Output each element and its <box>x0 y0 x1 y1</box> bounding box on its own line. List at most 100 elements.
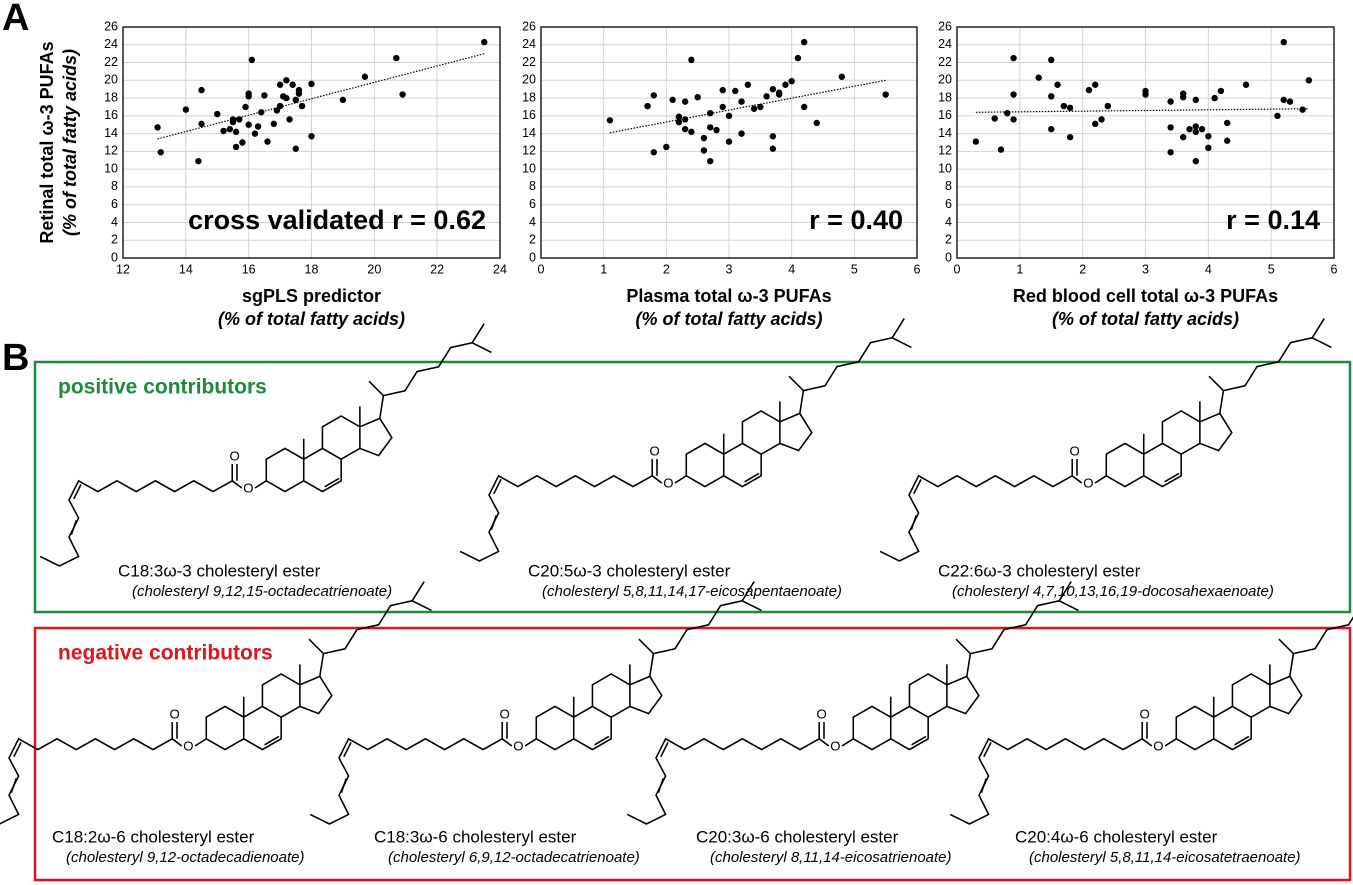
steroid-core <box>171 580 433 751</box>
data-point <box>606 117 614 124</box>
y-tick-label: 2 <box>111 233 118 247</box>
data-point <box>700 134 708 142</box>
data-point <box>882 91 889 98</box>
data-point <box>1205 133 1212 140</box>
data-point <box>270 120 277 128</box>
x-axis-label: sgPLS predictor <box>242 286 381 306</box>
data-point <box>644 102 651 110</box>
atom-label: O <box>1153 739 1163 754</box>
data-point <box>1167 149 1174 156</box>
data-point <box>838 73 845 80</box>
molecule-structure: OO <box>949 580 1353 825</box>
data-point <box>763 93 770 100</box>
fatty-acid-chain <box>309 738 503 825</box>
y-tick-label: 0 <box>945 250 952 264</box>
data-point <box>339 96 347 104</box>
data-point <box>1060 102 1068 110</box>
atom-label: O <box>229 448 239 463</box>
x-tick-label: 20 <box>367 262 381 276</box>
data-point <box>1274 112 1281 120</box>
data-point <box>232 128 240 136</box>
data-point <box>757 103 764 111</box>
data-point <box>1180 93 1187 101</box>
y-tick-label: 24 <box>522 37 536 51</box>
data-point <box>1167 124 1174 131</box>
data-point <box>298 102 306 110</box>
x-axis-label: Plasma total ω-3 PUFAs <box>626 286 831 306</box>
fatty-acid-chain <box>39 480 233 567</box>
data-point <box>195 157 202 165</box>
data-point <box>154 124 161 131</box>
y-tick-label: 6 <box>111 197 118 211</box>
x-tick-label: 2 <box>663 262 670 276</box>
data-point <box>801 103 808 111</box>
data-point <box>1242 81 1250 88</box>
structure-systematic-name: (cholesteryl 5,8,11,14,17-eicosapentaeno… <box>542 583 842 600</box>
structure-name: C18:2ω-6 cholesteryl ester <box>52 827 255 846</box>
data-point <box>1299 106 1306 113</box>
x-tick-label: 18 <box>305 262 319 276</box>
y-tick-label: 16 <box>104 108 118 122</box>
structure-systematic-name: (cholesteryl 6,9,12-octadecatrienoate) <box>388 849 640 866</box>
data-point <box>681 98 689 105</box>
data-point <box>769 145 777 152</box>
data-point <box>248 56 256 64</box>
data-point <box>232 143 240 151</box>
data-point <box>295 90 303 97</box>
data-point <box>738 98 745 105</box>
structure-systematic-name: (cholesteryl 5,8,11,14-eicosatetraenoate… <box>1029 849 1301 866</box>
structure-name: C22:6ω-3 cholesteryl ester <box>938 561 1141 580</box>
atom-label: O <box>1069 443 1079 458</box>
data-point <box>1223 119 1231 127</box>
data-point <box>725 138 733 145</box>
y-tick-label: 2 <box>529 233 536 247</box>
fatty-acid-chain <box>879 475 1073 562</box>
x-axis-label: Red blood cell total ω-3 PUFAs <box>1013 286 1278 306</box>
data-point <box>1010 54 1017 62</box>
data-point <box>157 149 164 156</box>
y-tick-label: 4 <box>529 215 536 229</box>
structure-name: C20:4ω-6 cholesteryl ester <box>1015 827 1218 846</box>
fatty-acid-chain <box>949 738 1143 825</box>
data-point <box>1198 125 1206 133</box>
data-point <box>775 91 783 98</box>
data-point <box>239 139 246 146</box>
x-tick-label: 4 <box>1205 262 1212 276</box>
panel-label: A <box>2 0 29 39</box>
data-point <box>769 133 777 140</box>
steroid-core <box>651 317 913 488</box>
structure-systematic-name: (cholesteryl 9,12,15-octadecatrienoate) <box>132 583 392 600</box>
data-point <box>1092 81 1099 88</box>
data-point <box>229 118 237 126</box>
y-tick-label: 26 <box>938 19 952 33</box>
y-tick-label: 12 <box>522 144 536 158</box>
data-point <box>707 124 714 131</box>
plot-frame <box>122 26 501 259</box>
x-tick-label: 2 <box>1079 262 1086 276</box>
data-point <box>669 96 676 104</box>
data-point <box>292 145 299 152</box>
data-point <box>1142 91 1149 98</box>
structure-name: C18:3ω-3 cholesteryl ester <box>118 561 321 580</box>
atom-label: O <box>243 481 253 496</box>
data-point <box>782 81 789 88</box>
y-tick-label: 6 <box>945 197 952 211</box>
structure-name: C20:5ω-3 cholesteryl ester <box>528 561 731 580</box>
data-point <box>1186 125 1193 133</box>
data-point <box>286 116 293 123</box>
data-point <box>1180 133 1187 141</box>
data-point <box>1280 96 1287 104</box>
data-point <box>273 107 281 114</box>
data-point <box>283 77 290 84</box>
trend-line <box>609 79 886 134</box>
data-point <box>236 116 243 123</box>
x-tick-label: 14 <box>179 262 193 276</box>
y-tick-label: 20 <box>104 73 118 87</box>
y-tick-label: 2 <box>945 233 952 247</box>
data-point <box>245 121 252 128</box>
data-point <box>1010 116 1017 123</box>
y-tick-label: 18 <box>938 90 952 104</box>
structure-name: C20:3ω-6 cholesteryl ester <box>696 827 899 846</box>
steroid-core <box>1071 317 1333 488</box>
fatty-acid-chain <box>459 475 653 562</box>
